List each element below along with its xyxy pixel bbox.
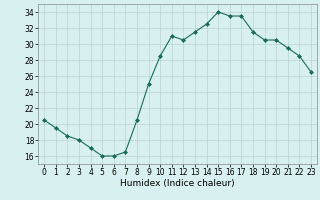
- X-axis label: Humidex (Indice chaleur): Humidex (Indice chaleur): [120, 179, 235, 188]
